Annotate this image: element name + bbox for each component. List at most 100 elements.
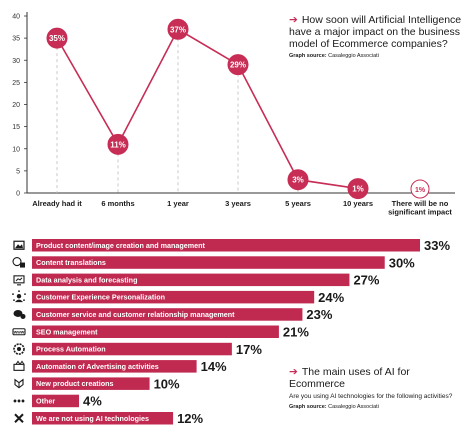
bottom-chart-title-text: The main uses of AI for Ecommerce xyxy=(289,366,410,390)
data-label: 29% xyxy=(230,61,246,70)
chat-icon xyxy=(13,309,26,319)
data-point xyxy=(107,133,129,155)
bar-value: 27% xyxy=(353,273,379,288)
bottom-chart-subtitle: Are you using AI technologies for the fo… xyxy=(289,393,453,400)
chat-bubble xyxy=(13,309,23,317)
bar-value: 23% xyxy=(306,307,332,322)
bar xyxy=(32,290,315,304)
body xyxy=(15,299,23,303)
bar-label: Customer Experience Personalization xyxy=(36,293,165,302)
bar-label: Process Automation xyxy=(36,345,106,354)
x-tick-label: 10 years xyxy=(343,199,373,208)
more-icon xyxy=(13,399,25,403)
product-icon xyxy=(14,378,24,389)
billboard xyxy=(13,363,25,371)
bar-label: Data analysis and forecasting xyxy=(36,275,137,284)
translate-box xyxy=(20,262,25,268)
data-point xyxy=(167,18,189,40)
y-tick-label: 25 xyxy=(12,80,20,87)
x-tick-label: 3 years xyxy=(225,199,251,208)
data-point xyxy=(46,27,68,49)
spark xyxy=(12,293,14,296)
automation-icon xyxy=(13,343,25,355)
y-tick-label: 40 xyxy=(12,14,20,21)
bar-value: 10% xyxy=(154,376,180,391)
source-name: Casaleggio Associati xyxy=(328,53,379,59)
translate-bubble xyxy=(12,256,22,267)
x-tick-label: 5 years xyxy=(285,199,311,208)
data-label: 37% xyxy=(170,25,186,34)
bar-label: Automation of Advertising activities xyxy=(36,362,159,371)
seo-icon: www xyxy=(12,328,26,336)
bar-value: 17% xyxy=(236,342,262,357)
data-point xyxy=(287,169,309,191)
bar xyxy=(32,342,232,356)
cross-icon xyxy=(14,413,24,423)
dot xyxy=(21,399,25,403)
arrow-icon: ➔ xyxy=(289,366,298,378)
bar xyxy=(32,256,385,269)
arrow-icon: ➔ xyxy=(289,14,298,26)
dot xyxy=(17,399,21,403)
top-chart-caption: ➔ How soon will Artificial Intelligence h… xyxy=(289,14,467,59)
spark xyxy=(23,299,25,302)
bar xyxy=(32,239,420,252)
megaphone-icon xyxy=(13,360,25,371)
data-point xyxy=(347,178,369,200)
spark xyxy=(13,299,15,302)
bar-value: 21% xyxy=(283,325,309,340)
bar xyxy=(32,412,174,425)
x-tick-label: 6 months xyxy=(101,199,134,208)
image-mountain xyxy=(15,244,23,249)
x-tick-label-line: significant impact xyxy=(388,208,452,217)
trend xyxy=(15,277,23,282)
y-tick-label: 35 xyxy=(12,36,20,43)
antenna xyxy=(15,360,25,365)
monitor xyxy=(13,275,25,284)
image-frame xyxy=(13,240,25,250)
bottom-chart-caption: ➔ The main uses of AI for Ecommerce Are y… xyxy=(289,366,467,410)
y-tick-label: 20 xyxy=(12,102,20,109)
spark xyxy=(18,290,20,293)
cross xyxy=(14,413,24,423)
bar-label: SEO management xyxy=(36,327,98,336)
y-tick-label: 0 xyxy=(16,191,20,198)
bar xyxy=(32,325,279,338)
bar-value: 24% xyxy=(318,290,344,305)
data-label: 1% xyxy=(415,187,426,194)
bar xyxy=(32,394,80,408)
bottom-chart-source: Graph source: Casaleggio Associati xyxy=(289,404,467,410)
bar-label: Product content/image creation and manag… xyxy=(36,241,206,250)
source-label: Graph source: xyxy=(289,53,327,59)
x-tick-label-line: There will be no xyxy=(392,199,449,208)
top-chart-source: Graph source: Casaleggio Associati xyxy=(289,53,467,59)
seo-text: www xyxy=(13,330,25,335)
x-tick-label: 1 year xyxy=(167,199,189,208)
data-label: 11% xyxy=(110,140,126,149)
spark xyxy=(24,293,26,296)
bar xyxy=(32,273,350,287)
source-label: Graph source: xyxy=(289,404,327,410)
bar-value: 4% xyxy=(83,394,102,409)
bar-value: 12% xyxy=(177,411,203,426)
y-tick-label: 30 xyxy=(12,58,20,65)
bar-label: Other xyxy=(36,397,55,406)
gear xyxy=(13,343,25,355)
data-label: 1% xyxy=(352,185,364,194)
bar xyxy=(32,377,150,390)
data-label: 3% xyxy=(292,176,304,185)
dot xyxy=(13,399,17,403)
bottom-chart-title: ➔ The main uses of AI for Ecommerce xyxy=(289,366,467,390)
x-tick-label: There will be no significant impact xyxy=(388,199,452,217)
personalization-icon xyxy=(12,290,26,303)
seo-box xyxy=(12,328,26,336)
y-tick-label: 15 xyxy=(12,124,20,131)
data-point xyxy=(410,179,430,199)
chat-bubble-small xyxy=(20,313,26,319)
data-point xyxy=(227,54,249,76)
bar-label: New product creations xyxy=(36,379,113,388)
translate-icon xyxy=(12,256,25,268)
bar-label: Content translations xyxy=(36,258,106,267)
